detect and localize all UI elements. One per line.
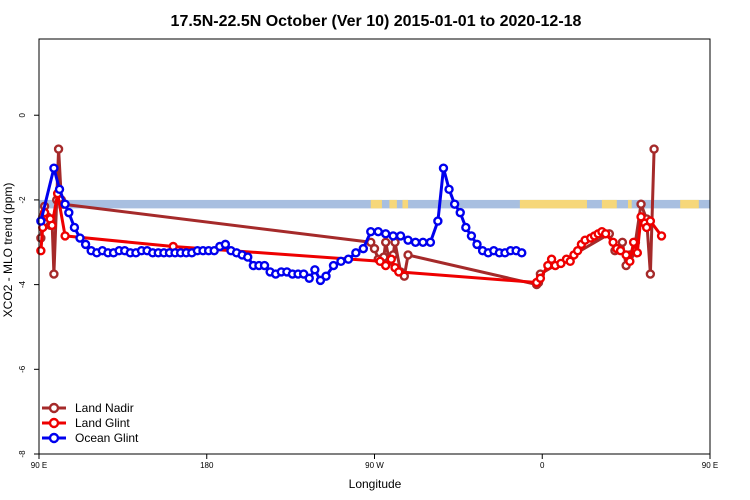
ocean-glint-point: [461, 222, 471, 233]
ocean-glint-point: [310, 265, 320, 275]
ocean-glint-point: [343, 254, 354, 264]
x-tick-label: 90 E: [702, 461, 718, 470]
ocean-glint-point: [321, 271, 331, 281]
ocean-glint-point: [466, 231, 477, 241]
land-glint-point: [60, 231, 70, 241]
land-glint-point: [36, 246, 46, 256]
ocean-glint-point: [69, 222, 80, 233]
x-tick-label: 90 E: [31, 461, 47, 470]
ocean-glint-point: [336, 256, 346, 267]
x-tick-label: 90 W: [365, 461, 384, 470]
y-tick-label: -8: [18, 450, 27, 458]
x-tick-label: 0: [540, 461, 545, 470]
land-nadir-point: [49, 269, 59, 279]
ocean-glint-point: [449, 199, 460, 209]
ocean-glint-point: [388, 231, 398, 241]
land-glint-point: [600, 229, 611, 239]
ocean-glint-point: [351, 248, 361, 258]
legend-marker-land-glint: [48, 417, 60, 429]
ocean-glint-point: [49, 163, 59, 173]
ocean-glint-point: [403, 235, 413, 245]
ocean-glint-point: [455, 207, 465, 218]
ocean-glint-point: [444, 184, 454, 195]
land-segment-1: [389, 199, 397, 209]
ocean-glint-point: [418, 237, 428, 247]
land-segment-2: [402, 199, 409, 209]
ocean-glint-point: [60, 199, 70, 209]
ocean-glint-point: [243, 252, 253, 262]
ocean-glint-point: [380, 229, 391, 239]
y-tick-label: -2: [18, 196, 27, 204]
land-segment-3: [519, 199, 587, 209]
y-tick-label: -4: [18, 281, 27, 289]
land-glint-point: [380, 260, 391, 271]
land-ocean-band: [39, 199, 710, 209]
ocean-glint-point: [358, 243, 369, 254]
land-segment-6: [680, 199, 699, 209]
land-nadir-point: [369, 243, 380, 254]
land-glint-point: [535, 273, 546, 283]
series-land-glint: [36, 188, 667, 288]
ocean-glint-point: [80, 239, 91, 250]
y-tick-label: 0: [18, 112, 27, 117]
land-glint-point: [394, 267, 404, 277]
land-glint-point: [386, 254, 396, 264]
land-glint-point: [645, 216, 656, 226]
ocean-glint-point: [220, 239, 231, 250]
ocean-glint-point: [425, 237, 436, 247]
ocean-glint-point: [410, 237, 421, 247]
land-nadir-point: [403, 250, 413, 260]
ocean-glint-point: [64, 207, 74, 218]
land-nadir-point: [617, 237, 628, 247]
series-layer: [36, 144, 667, 290]
ocean-glint-point: [304, 273, 314, 283]
legend-label-land-nadir: Land Nadir: [75, 401, 134, 415]
ocean-glint-point: [472, 239, 482, 250]
ocean-glint-point: [36, 216, 46, 226]
land-glint-point: [656, 231, 667, 241]
land-segment-5: [627, 199, 632, 209]
land-nadir-point: [636, 199, 646, 209]
land-nadir-point: [645, 269, 656, 279]
x-tick-label: 180: [200, 461, 214, 470]
y-axis-label: XCO2 - MLO trend (ppm): [1, 183, 15, 318]
chart-title: 17.5N-22.5N October (Ver 10) 2015-01-01 …: [171, 13, 582, 30]
ocean-glint-point: [438, 163, 449, 173]
y-tick-label: -6: [18, 365, 27, 373]
land-nadir-point: [649, 144, 659, 154]
legend-label-ocean-glint: Ocean Glint: [75, 431, 139, 445]
x-axis-label: Longitude: [349, 477, 402, 491]
ocean-glint-point: [366, 226, 376, 237]
ocean-glint-point: [395, 231, 406, 241]
land-nadir-point: [380, 237, 391, 247]
land-glint-point: [632, 248, 643, 258]
legend-marker-ocean-glint: [48, 432, 60, 444]
land-glint-point: [625, 256, 635, 267]
ocean-glint-point: [259, 260, 270, 271]
land-glint-point: [47, 220, 57, 231]
legend-marker-land-nadir: [48, 402, 60, 414]
x-axis: 90 E 180 90 W 0 90 E: [31, 454, 718, 470]
ocean-glint-point: [54, 184, 65, 195]
ocean-glint-point: [433, 216, 443, 226]
ocean-glint-point: [328, 260, 339, 271]
land-nadir-point: [53, 144, 64, 154]
y-axis: 0 -2 -4 -6 -8: [18, 112, 39, 458]
land-segment-4: [601, 199, 617, 209]
land-segment-0: [370, 199, 382, 209]
ocean-glint-point: [75, 233, 85, 243]
ocean-glint-point: [517, 248, 527, 258]
land-glint-point: [628, 237, 639, 247]
legend-label-land-glint: Land Glint: [75, 416, 130, 430]
ocean-glint-point: [373, 226, 383, 237]
series-land-nadir: [36, 144, 659, 290]
series-ocean-glint: [36, 163, 527, 286]
